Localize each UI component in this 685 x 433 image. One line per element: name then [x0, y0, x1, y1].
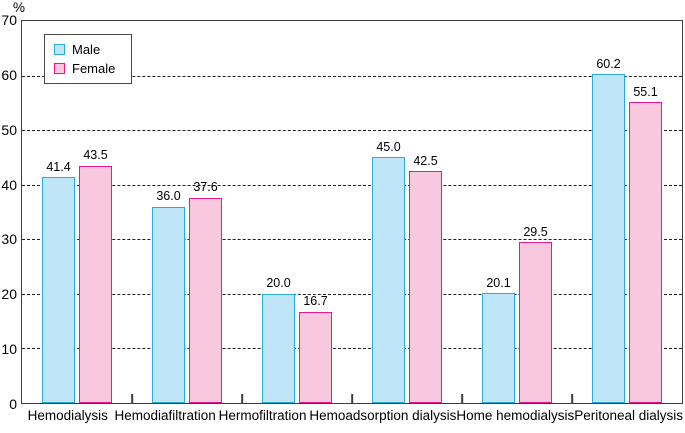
legend-item-female: Female: [54, 62, 115, 75]
bar-female-2: [299, 311, 332, 403]
bar-male-3: [372, 157, 405, 403]
bar-wrap: 60.2: [592, 21, 625, 403]
gridline: [22, 293, 682, 295]
category-boundary-tick: [461, 394, 463, 403]
bar-wrap: 20.1: [482, 21, 515, 403]
value-label: 37.6: [193, 180, 218, 195]
category-label-1: Hemodiafiltration: [114, 408, 216, 423]
bar-male-1: [152, 206, 185, 403]
value-label: 41.4: [46, 159, 71, 174]
value-label: 16.7: [303, 294, 328, 309]
value-label: 20.1: [486, 275, 511, 290]
bar-male-4: [482, 293, 515, 403]
y-tick-label: 0: [9, 396, 17, 412]
bar-wrap: 29.5: [519, 21, 552, 403]
category-label-0: Hemodialysis: [27, 408, 108, 423]
legend-item-male: Male: [54, 43, 115, 56]
bar-wrap: 55.1: [629, 21, 662, 403]
value-label: 45.0: [376, 139, 401, 154]
value-label: 43.5: [83, 148, 108, 163]
y-tick-label: 20: [1, 286, 17, 303]
y-tick-label: 40: [1, 176, 17, 193]
y-tick-label: 30: [1, 231, 17, 248]
category-boundary-tick: [351, 394, 353, 403]
bar-wrap: 36.0: [152, 21, 185, 403]
bar-wrap: 43.5: [79, 21, 112, 403]
bar-group-3: 45.0 42.5: [352, 21, 462, 403]
value-label: 60.2: [596, 56, 621, 71]
category-boundary-tick: [571, 394, 573, 403]
category-label-4: Home hemodialysis: [456, 408, 575, 423]
bar-wrap: 42.5: [409, 21, 442, 403]
bar-male-5: [592, 74, 625, 403]
bar-female-1: [189, 197, 222, 403]
y-tick-label: 70: [1, 12, 17, 28]
bar-group-4: 20.1 29.5: [462, 21, 572, 403]
gridline: [22, 239, 682, 241]
legend-swatch-icon: [54, 44, 65, 55]
bar-female-5: [629, 102, 662, 403]
category-boundary-tick: [241, 394, 243, 403]
gridline: [22, 75, 682, 77]
bar-wrap: 41.4: [42, 21, 75, 403]
bar-female-3: [409, 171, 442, 403]
value-label: 20.0: [266, 276, 291, 291]
bar-wrap: 16.7: [299, 21, 332, 403]
bar-female-0: [79, 165, 112, 403]
bar-wrap: 45.0: [372, 21, 405, 403]
value-label: 29.5: [523, 224, 548, 239]
bar-group-2: 20.0 16.7: [242, 21, 352, 403]
category-label-3: Hemoadsorption dialysis: [309, 408, 457, 423]
value-label: 42.5: [413, 153, 438, 168]
gridline: [22, 130, 682, 132]
y-tick-label: 10: [1, 341, 17, 358]
bar-wrap: 37.6: [189, 21, 222, 403]
legend-swatch-icon: [54, 63, 65, 74]
bar-male-2: [262, 293, 295, 403]
bar-group-5: 60.2 55.1: [572, 21, 682, 403]
value-label: 55.1: [633, 84, 658, 99]
bar-group-0: 41.4 43.5: [22, 21, 132, 403]
legend-label: Female: [72, 61, 116, 76]
legend: Male Female: [44, 34, 133, 84]
gridline: [22, 184, 682, 186]
plot-area: Male Female 41.4 43.5 36.0 37.6 20.0 16.7 45.0 4…: [21, 20, 683, 404]
category-label-2: Hermofiltration: [218, 408, 307, 423]
y-axis-unit-label: %: [13, 0, 26, 15]
legend-label: Male: [72, 42, 101, 57]
y-tick-label: 60: [1, 66, 17, 83]
x-axis: Hemodialysis Hemodiafiltration Hermofiltra…: [21, 408, 683, 423]
category-label-5: Peritoneal dialysis: [574, 408, 684, 423]
y-axis: 0 10 20 30 40 50 60 70: [0, 13, 17, 411]
y-tick-label: 50: [1, 121, 17, 138]
category-boundary-tick: [131, 394, 133, 403]
bar-female-4: [519, 242, 552, 403]
bar-male-0: [42, 177, 75, 403]
bar-groups: 41.4 43.5 36.0 37.6 20.0 16.7 45.0 42.5 20.1 29.5…: [22, 21, 682, 403]
bar-wrap: 20.0: [262, 21, 295, 403]
gridline: [22, 348, 682, 350]
bar-group-1: 36.0 37.6: [132, 21, 242, 403]
value-label: 36.0: [156, 189, 181, 204]
